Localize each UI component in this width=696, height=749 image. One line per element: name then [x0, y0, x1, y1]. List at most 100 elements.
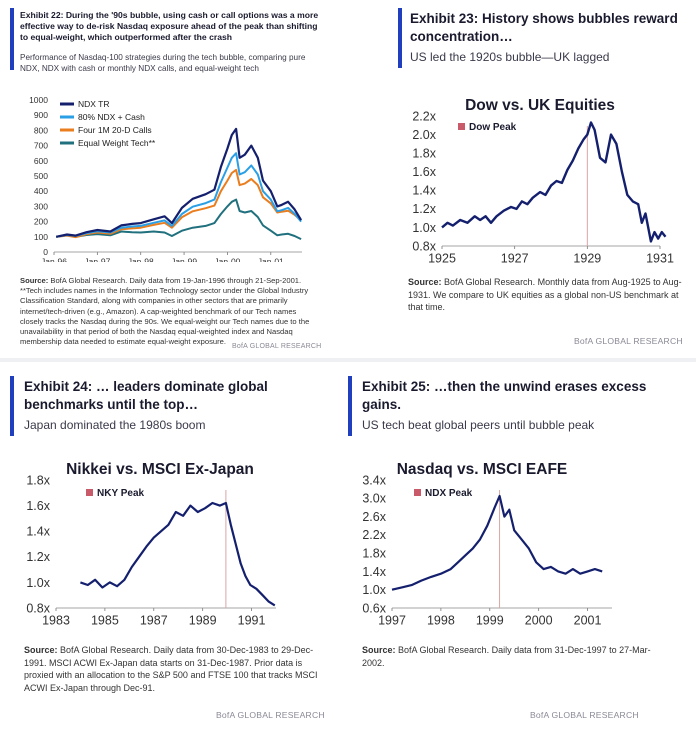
source-text: BofA Global Research. Monthly data from … — [408, 277, 682, 312]
y-tick-label: 800 — [34, 125, 48, 135]
series-line — [55, 127, 303, 238]
exhibit-24-source: Source: BofA Global Research. Daily data… — [24, 644, 320, 694]
x-tick-label: Jan-96 — [41, 257, 67, 263]
peak-legend-swatch — [458, 123, 465, 130]
source-text: BofA Global Research. Daily data from 31… — [362, 645, 651, 668]
exhibit-22-title: Exhibit 22: During the '90s bubble, usin… — [20, 10, 319, 42]
y-tick-label: 1.0x — [362, 583, 386, 597]
series-line — [441, 121, 667, 243]
y-tick-label: 1.0x — [26, 576, 50, 590]
x-tick-label: 1983 — [42, 614, 70, 628]
exhibit-25-title: Exhibit 25: …then the unwind erases exce… — [362, 379, 647, 412]
x-tick-label: 2001 — [574, 614, 602, 628]
x-tick-label: 1931 — [646, 252, 674, 266]
exhibit-22-panel: Exhibit 22: During the '90s bubble, usin… — [10, 8, 325, 353]
y-tick-label: 300 — [34, 201, 48, 211]
exhibit-22-chart: 0 100 200 300 400 500 600 700 800 900 1000 Jan-96 Ja… — [29, 95, 303, 263]
series-line — [56, 168, 302, 239]
chart-title: Nikkei vs. MSCI Ex-Japan — [66, 461, 254, 478]
series-line — [80, 501, 276, 607]
x-tick-label: 1985 — [91, 614, 119, 628]
exhibit-23-chart: Dow vs. UK Equities 0.8x 1.0x 1.2x 1.4x 1.6x 1… — [412, 97, 674, 266]
exhibit-accent-bar — [10, 8, 14, 70]
peak-legend-swatch — [414, 489, 421, 496]
x-tick-label: Jan-98 — [128, 257, 154, 263]
source-label: Source: — [20, 276, 49, 285]
source-text: BofA Global Research. Daily data from 19… — [20, 276, 310, 347]
y-tick-label: 1.4x — [362, 565, 386, 579]
brand-label: BofA GLOBAL RESEARCH — [530, 710, 639, 720]
peak-legend-label: NDX Peak — [425, 488, 473, 499]
x-tick-label: Jan-99 — [171, 257, 197, 263]
y-tick-label: 0.8x — [412, 239, 436, 253]
y-tick-label: 900 — [34, 110, 48, 120]
series-line — [56, 198, 302, 241]
exhibit-22-subtitle: Performance of Nasdaq-100 strategies dur… — [20, 53, 306, 73]
y-tick-label: 100 — [34, 232, 48, 242]
source-label: Source: — [24, 645, 58, 655]
exhibit-24-panel: Exhibit 24: … leaders dominate global be… — [10, 376, 325, 721]
y-tick-label: 1.8x — [412, 147, 436, 161]
x-tick-label: Jan-01 — [258, 257, 284, 263]
x-tick-label: 1927 — [501, 252, 529, 266]
peak-legend-label: NKY Peak — [97, 488, 145, 499]
y-tick-label: 1.4x — [26, 525, 50, 539]
series-line — [391, 494, 603, 591]
y-tick-label: 3.0x — [362, 492, 386, 506]
x-tick-label: 1925 — [428, 252, 456, 266]
exhibit-accent-bar — [398, 8, 402, 68]
legend-label: 80% NDX + Cash — [78, 112, 145, 122]
exhibit-23-panel: Exhibit 23: History shows bubbles reward… — [398, 8, 688, 353]
y-tick-label: 2.2x — [412, 109, 436, 123]
y-tick-label: 200 — [34, 217, 48, 227]
x-tick-label: 1929 — [573, 252, 601, 266]
source-label: Source: — [408, 277, 442, 287]
y-tick-label: 1.6x — [412, 165, 436, 179]
y-tick-label: 400 — [34, 186, 48, 196]
exhibit-23-subtitle: US led the 1920s bubble—UK lagged — [410, 50, 610, 64]
legend-label: NDX TR — [78, 99, 110, 109]
y-tick-label: 1.8x — [362, 547, 386, 561]
exhibit-25-source: Source: BofA Global Research. Daily data… — [362, 644, 662, 669]
y-tick-label: 1000 — [29, 95, 48, 105]
brand-label: BofA GLOBAL RESEARCH — [216, 710, 325, 720]
x-tick-label: 1989 — [189, 614, 217, 628]
exhibit-23-title: Exhibit 23: History shows bubbles reward… — [410, 11, 678, 44]
source-label: Source: — [362, 645, 396, 655]
x-tick-label: 2000 — [525, 614, 553, 628]
exhibit-24-subtitle: Japan dominated the 1980s boom — [24, 418, 206, 432]
y-tick-label: 2.6x — [362, 510, 386, 524]
source-text: BofA Global Research. Daily data from 30… — [24, 645, 318, 693]
y-tick-label: 0.6x — [362, 601, 386, 615]
x-tick-label: 1991 — [238, 614, 266, 628]
y-tick-label: 3.4x — [362, 473, 386, 487]
peak-legend-label: Dow Peak — [469, 122, 517, 133]
y-tick-label: 1.4x — [412, 184, 436, 198]
x-tick-label: 1999 — [476, 614, 504, 628]
exhibit-22-source: Source: BofA Global Research. Daily data… — [20, 276, 320, 347]
exhibit-25-subtitle: US tech beat global peers until bubble p… — [362, 418, 595, 432]
exhibit-24-chart: Nikkei vs. MSCI Ex-Japan 0.8x 1.0x 1.2x 1.4x… — [26, 461, 276, 628]
legend-label: Four 1M 20-D Calls — [78, 125, 152, 135]
exhibit-23-source: Source: BofA Global Research. Monthly da… — [408, 276, 686, 314]
x-tick-label: Jan-00 — [214, 257, 240, 263]
brand-label: BofA GLOBAL RESEARCH — [232, 343, 322, 350]
y-tick-label: 1.2x — [412, 202, 436, 216]
legend-label: Equal Weight Tech** — [78, 138, 156, 148]
exhibit-25-chart: Nasdaq vs. MSCI EAFE 0.6x 1.0x 1.4x 1.8x 2.2x… — [362, 461, 612, 628]
exhibit-accent-bar — [10, 376, 14, 436]
y-tick-label: 600 — [34, 156, 48, 166]
exhibit-25-panel: Exhibit 25: …then the unwind erases exce… — [348, 376, 688, 721]
chart-title: Dow vs. UK Equities — [465, 97, 615, 114]
x-tick-label: 1997 — [378, 614, 406, 628]
exhibit-24-title: Exhibit 24: … leaders dominate global be… — [24, 379, 268, 412]
x-tick-label: 1987 — [140, 614, 168, 628]
x-tick-label: Jan-97 — [84, 257, 110, 263]
brand-label: BofA GLOBAL RESEARCH — [574, 336, 683, 346]
y-tick-label: 2.2x — [362, 528, 386, 542]
series-line — [56, 152, 302, 238]
y-tick-label: 0 — [43, 247, 48, 257]
y-tick-label: 700 — [34, 141, 48, 151]
y-tick-label: 1.0x — [412, 221, 436, 235]
y-tick-label: 1.2x — [26, 550, 50, 564]
